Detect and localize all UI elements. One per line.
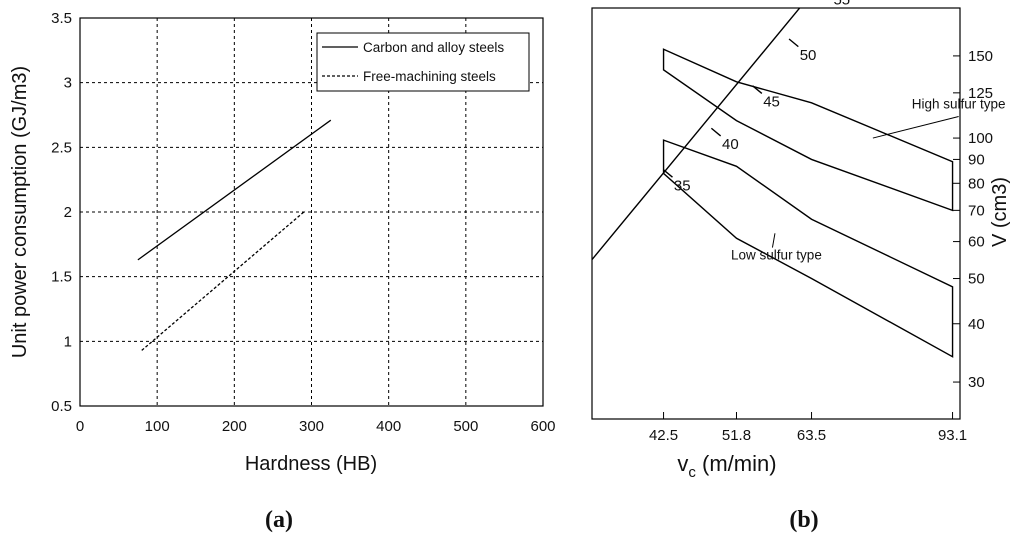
chart-a-y-tick-label: 1.5 <box>51 269 72 286</box>
chart-a: 0 100 200 300 400 500 600 0.5 1 1.5 2 2.5 3 3.5 Carbo… <box>9 10 556 533</box>
annotation-high-sulfur-leader <box>872 115 959 139</box>
chart-b-x-axis-label-sub: c <box>688 464 696 481</box>
chart-b: 42.5 51.8 63.5 93.130405060708090100125150 … <box>591 0 1011 533</box>
chart-b-y-tick-label: 40 <box>968 316 985 333</box>
chart-a-legend: Carbon and alloy steels Free-machining s… <box>316 32 530 92</box>
legend-label-free-machining: Free-machining steels <box>363 69 496 84</box>
tool-life-mark-40 <box>710 127 722 137</box>
series-low-sulfur-band <box>662 139 954 358</box>
chart-b-y-tick-label: 90 <box>968 151 985 168</box>
chart-a-y-tick-label: 1 <box>64 333 72 350</box>
chart-a-x-tick-label: 0 <box>76 418 84 435</box>
chart-b-x-tick-label: 63.5 <box>797 427 826 444</box>
chart-b-x-tick-label: 42.5 <box>649 427 678 444</box>
chart-a-y-tick-label: 2 <box>64 204 72 221</box>
tool-life-label-50: 50 <box>800 47 817 64</box>
series-line-carbon-alloy <box>137 119 332 261</box>
chart-a-x-tick-label: 100 <box>145 418 170 435</box>
chart-b-y-axis-label: V (cm3) <box>989 177 1011 247</box>
series-tool-life-line <box>592 8 801 261</box>
chart-a-plot-frame <box>79 17 544 407</box>
series-high-sulfur-band <box>662 48 954 212</box>
tool-life-mark-50 <box>788 38 799 48</box>
tool-life-mark-35 <box>662 169 673 178</box>
chart-a-x-tick-label: 400 <box>376 418 401 435</box>
chart-b-y-tick-label: 100 <box>968 130 993 147</box>
tool-life-label-35: 35 <box>674 177 691 194</box>
chart-b-series <box>592 8 954 358</box>
series-line-free-machining <box>141 210 306 351</box>
chart-a-panel-label: (a) <box>265 507 293 533</box>
chart-b-y-tick-label: 70 <box>968 202 985 219</box>
chart-a-y-tick-label: 0.5 <box>51 398 72 415</box>
tool-life-label-55: 55 <box>833 0 850 9</box>
chart-a-y-tick-label: 3 <box>64 75 72 92</box>
tool-life-label-45: 45 <box>763 94 780 111</box>
chart-a-y-tick-label: 2.5 <box>51 139 72 156</box>
chart-b-plot-frame <box>591 7 961 420</box>
chart-a-ticks: 0 100 200 300 400 500 600 0.5 1 1.5 2 2.5 3 3.5 <box>51 10 555 435</box>
chart-a-x-axis-label: Hardness (HB) <box>245 453 377 475</box>
chart-b-x-axis-label-rest: (m/min) <box>696 451 777 476</box>
chart-b-x-tick-label: 93.1 <box>938 427 967 444</box>
chart-b-ticks: 42.5 51.8 63.5 93.1 30 40 50 60 70 80 90 100 125 150 <box>649 48 993 444</box>
chart-b-y-tick-label: 60 <box>968 234 985 251</box>
chart-a-y-tick-label: 3.5 <box>51 10 72 27</box>
chart-a-legend-box <box>316 32 530 92</box>
annotation-high-sulfur: High sulfur type <box>912 96 1006 111</box>
chart-b-y-tick-label: 30 <box>968 374 985 391</box>
chart-a-x-tick-label: 500 <box>453 418 478 435</box>
chart-b-y-tick-label: 80 <box>968 175 985 192</box>
chart-b-x-axis-label: vc (m/min) <box>677 451 776 481</box>
chart-b-tool-life-marks: 35 40 45 50 55 <box>662 0 850 194</box>
chart-a-x-tick-label: 200 <box>222 418 247 435</box>
chart-a-x-tick-label: 600 <box>530 418 555 435</box>
chart-a-y-axis-label: Unit power consumption (GJ/m3) <box>9 66 31 358</box>
chart-a-x-tick-label: 300 <box>299 418 324 435</box>
chart-b-y-tick-label: 50 <box>968 271 985 288</box>
tool-life-label-40: 40 <box>722 136 739 153</box>
tool-life-mark-45 <box>752 85 763 94</box>
legend-label-carbon-alloy: Carbon and alloy steels <box>363 40 504 55</box>
chart-a-series <box>137 119 332 351</box>
chart-b-x-tick-label: 51.8 <box>722 427 751 444</box>
annotation-low-sulfur: Low sulfur type <box>731 248 822 263</box>
annotation-low-sulfur-leader <box>771 233 776 248</box>
chart-b-y-tick-label: 125 <box>968 85 993 102</box>
chart-b-x-axis-label-main: v <box>677 451 688 476</box>
chart-b-annotations: High sulfur type Low sulfur type <box>731 96 1006 262</box>
chart-b-panel-label: (b) <box>789 507 818 533</box>
chart-b-y-tick-label: 150 <box>968 48 993 65</box>
